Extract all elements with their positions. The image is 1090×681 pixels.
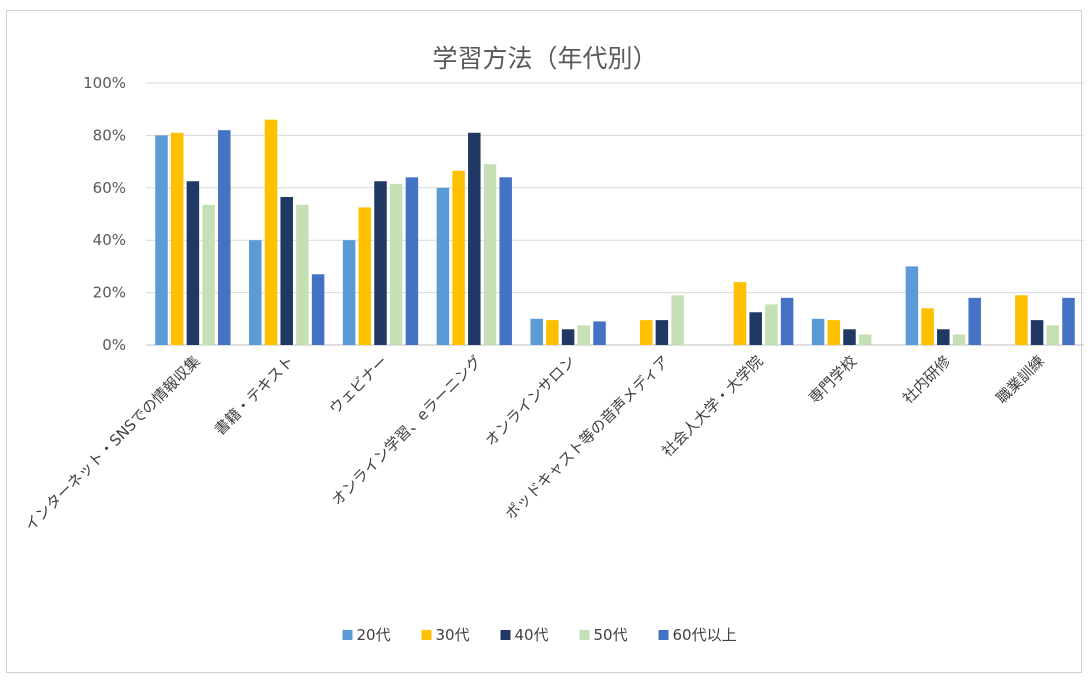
bar [1030,320,1044,345]
bar [218,130,231,345]
bar [905,266,919,345]
legend-swatch [579,630,590,640]
category-label: ウェビナー [326,352,392,418]
y-axis: 0% 20% 40% 60% 80% 100% [83,74,126,354]
bar [952,334,966,345]
category-label: 社会人大学・大学院 [658,352,766,460]
bar [561,329,575,345]
y-tick-label: 100% [83,74,126,92]
bar [358,207,372,345]
chart-frame [6,10,1082,673]
bar [155,135,168,345]
bar [202,204,215,345]
category-label: オンラインサロン [481,352,579,450]
bar [577,325,591,345]
bar [436,187,450,345]
bar [452,170,465,345]
bar [968,297,981,345]
bar [280,196,293,345]
legend-label: 40代 [515,626,549,644]
category-label: オンライン学習、eラーニング [328,352,485,509]
category-label: 社内研修 [899,352,954,407]
bar [655,320,669,345]
bar [342,240,356,345]
legend: 20代 30代 40代 50代 60代以上 [342,626,737,644]
category-label: 専門学校 [805,352,860,407]
bar [405,177,419,345]
bar [530,318,543,345]
bar [186,181,200,345]
bar [843,329,856,345]
bar [296,204,309,345]
y-tick-label: 0% [102,336,126,354]
bar [827,320,841,345]
bar [593,321,606,345]
bar [311,274,325,345]
bar [937,329,950,345]
chart-title: 学習方法（年代別） [432,44,657,73]
bar [170,132,184,345]
bar [483,164,497,345]
bar [811,318,825,345]
legend-label: 60代以上 [673,626,737,644]
category-label: 職業訓練 [993,352,1048,407]
legend-label: 30代 [436,626,470,644]
category-label: ポッドキャスト等の音声メディア [502,352,673,523]
legend-swatch [658,630,669,640]
bar [249,240,262,345]
bar [858,334,872,345]
bars [155,119,1075,346]
y-tick-label: 20% [93,284,126,302]
y-tick-label: 40% [93,231,126,249]
bar [749,312,762,345]
bar [671,295,684,345]
bar [921,308,934,345]
y-tick-label: 60% [93,179,126,197]
bar [1015,295,1028,345]
bar [780,297,794,345]
legend-swatch [342,630,353,640]
bar [264,119,278,346]
category-label: インターネット・SNSでの情報収集 [21,352,204,535]
legend-swatch [421,630,432,640]
bar [639,320,653,345]
bar [1046,325,1060,345]
bar [374,181,387,345]
x-axis: インターネット・SNSでの情報収集 書籍・テキスト ウェビナーオンライン学習、eラー… [21,352,1048,535]
bar [499,177,512,345]
legend-swatch [500,630,511,640]
bar [1062,297,1075,345]
legend-label: 20代 [357,626,391,644]
bar [468,132,481,345]
category-label: 書籍・テキスト [211,352,298,439]
bar [389,183,403,345]
y-tick-label: 80% [93,126,126,144]
bar [765,304,778,345]
bar [546,320,559,345]
legend-label: 50代 [594,626,628,644]
bar [733,282,747,345]
